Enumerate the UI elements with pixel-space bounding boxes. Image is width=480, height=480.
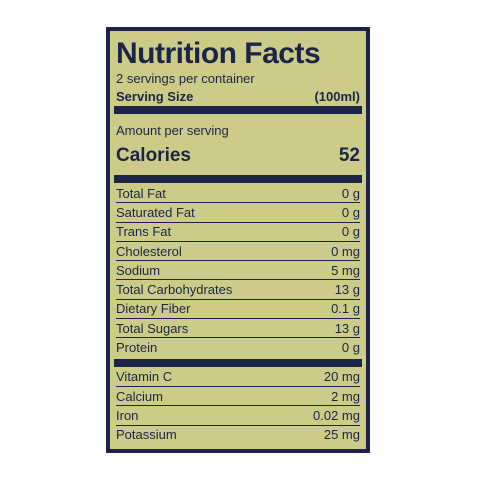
divider [114,106,362,114]
nutrient-row: Sodium 5 mg [116,261,360,281]
mineral-list: Vitamin C 20 mg Calcium 2 mg Iron 0.02 mg Pota… [116,368,360,444]
nutrient-name: Iron [116,407,139,423]
nutrient-row: Total Fat 0 g [116,184,360,204]
servings: 2 servings per container [116,71,255,86]
nutrient-name: Dietary Fiber [116,301,191,317]
serving-size-value: (100ml) [314,89,360,104]
nutrient-row: Saturated Fat 0 g [116,203,360,223]
nutrient-row: Trans Fat 0 g [116,223,360,242]
nutrient-name: Total Carbohydrates [116,282,233,298]
amount-label: Amount per serving [116,123,229,138]
nutrient-name: Protein [116,340,158,356]
nutrient-name: Trans Fat [116,224,172,240]
nutrient-row: Iron 0.02 mg [116,406,360,426]
nutrient-amount: 0 g [341,224,360,240]
calories-value: 52 [338,145,360,166]
calories-label: Calories [116,145,191,166]
nutrient-name: Calcium [116,388,163,404]
nutrient-row: Protein 0 g [116,338,360,356]
nutrient-name: Sodium [116,262,161,278]
nutrient-amount: 5 mg [331,262,360,278]
nutrient-name: Vitamin C [116,369,173,385]
nutrient-row: Vitamin C 20 mg [116,368,360,387]
nutrient-row: Cholesterol 0 mg [116,242,360,262]
nutrient-amount: 13 g [334,282,360,298]
nutrient-row: Total Carbohydrates 13 g [116,280,360,300]
nutrient-name: Total Sugars [116,320,189,336]
nutrient-row: Total Sugars 13 g [116,319,360,339]
nutrient-amount: 0.1 g [331,301,360,317]
nutrient-row: Dietary Fiber 0.1 g [116,300,360,320]
nutrient-amount: 13 g [334,320,360,336]
nutrient-name: Saturated Fat [116,204,195,220]
nutrient-amount: 0 g [341,185,360,201]
nutrient-row: Calcium 2 mg [116,387,360,407]
nutrient-row: Potassium 25 mg [116,426,360,444]
calories: Calories 52 [116,145,360,167]
nutrient-name: Potassium [116,427,177,443]
nutrient-amount: 0 g [341,340,360,356]
nutrient-amount: 2 mg [331,388,360,404]
nutrient-amount: 0 g [341,204,360,220]
nutrient-name: Cholesterol [116,243,182,259]
nutrient-list: Total Fat 0 g Saturated Fat 0 g Trans Fat 0 g… [116,184,360,357]
nutrition-label: Nutrition Facts 2 servings per container… [106,27,370,453]
nutrient-amount: 0 mg [331,243,360,259]
nutrient-name: Total Fat [116,185,166,201]
serving-size: Serving Size (100ml) [116,88,360,106]
serving-size-label: Serving Size [116,89,194,104]
divider [114,175,362,183]
divider [114,358,362,367]
nutrient-amount: 0.02 mg [313,407,360,423]
nutrient-amount: 25 mg [323,427,360,443]
title: Nutrition Facts [116,37,321,70]
nutrient-amount: 20 mg [323,369,360,385]
